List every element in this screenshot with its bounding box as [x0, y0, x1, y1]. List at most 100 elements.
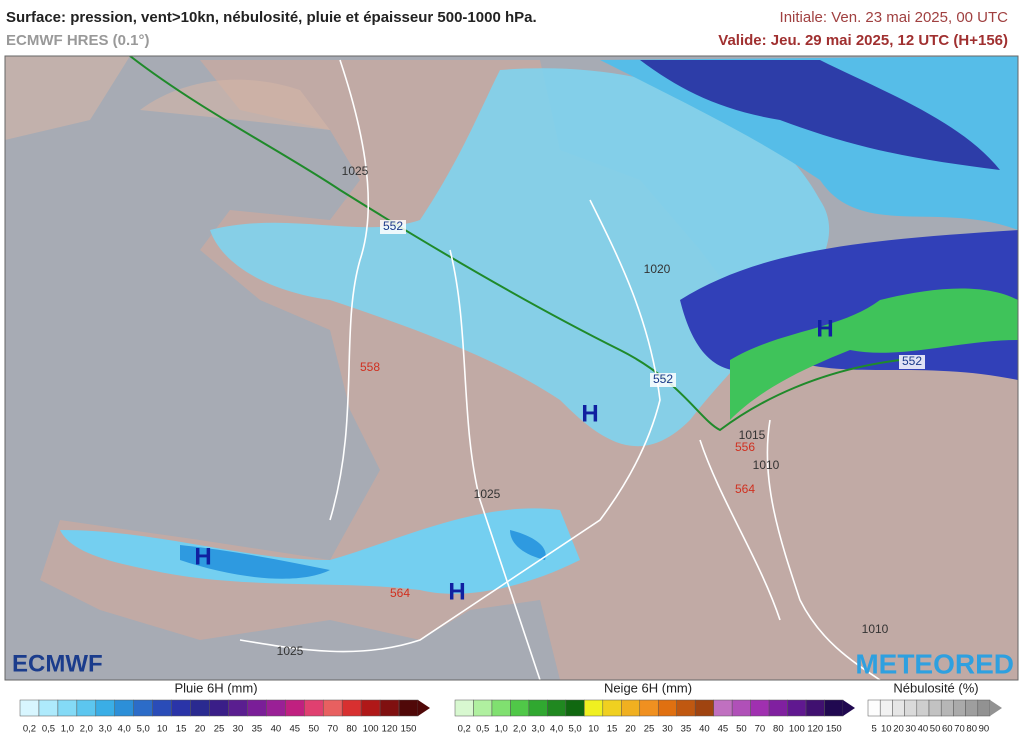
rain-legend-label: 5,0	[137, 724, 150, 735]
snow-legend-label: 150	[826, 724, 842, 735]
label-box	[650, 373, 676, 387]
logo-ecmwf: ECMWF	[12, 650, 103, 677]
contour-label: 1025	[277, 644, 304, 658]
cloud-legend-label: 40	[918, 724, 929, 735]
snow-legend-label: 70	[755, 724, 766, 735]
rain-swatch	[304, 699, 324, 717]
rain-legend-label: 35	[252, 724, 263, 735]
rain-legend-label: 30	[233, 724, 244, 735]
cloud-swatch	[928, 699, 942, 717]
contour-label: 564	[390, 586, 410, 600]
cloud-legend-label: 70	[954, 724, 965, 735]
cloud-swatch	[953, 699, 966, 717]
contour-label: 1025	[474, 487, 501, 501]
cloud-legend-label: 90	[979, 724, 990, 735]
rain-swatch	[341, 699, 362, 717]
rain-legend-label: 1,0	[61, 724, 74, 735]
contour-label: 564	[735, 482, 755, 496]
contour-label: 1025	[342, 164, 369, 178]
rain-legend-label: 20	[195, 724, 206, 735]
high-pressure: H	[581, 400, 598, 427]
rain-legend-label: 3,0	[99, 724, 112, 735]
snow-swatch	[639, 699, 659, 717]
label-box	[899, 355, 925, 369]
snow-legend-label: 3,0	[532, 724, 545, 735]
snow-swatch	[713, 699, 733, 717]
cloud-legend-label: 50	[930, 724, 941, 735]
contour-label: 1010	[862, 622, 889, 636]
snow-legend-label: 40	[699, 724, 710, 735]
contour-label: 552	[383, 219, 403, 233]
map	[4, 55, 1019, 681]
contour-label: 552	[902, 354, 922, 368]
snow-swatch	[824, 699, 844, 717]
rain-swatch	[152, 699, 172, 717]
rain-legend-label: 0,2	[23, 724, 36, 735]
snow-swatch	[547, 699, 567, 717]
rain-swatch	[398, 699, 419, 717]
high-pressure: H	[448, 578, 465, 605]
rain-swatch	[19, 699, 40, 717]
snow-legend-label: 80	[773, 724, 784, 735]
rain-legend-label: 120	[382, 724, 398, 735]
logo-meteored: METEORED	[855, 648, 1014, 679]
cloud-swatch	[977, 699, 991, 717]
rain-swatch	[114, 699, 134, 717]
snow-legend-label: 120	[807, 724, 823, 735]
rain-swatch	[133, 699, 153, 717]
cloud-swatch	[879, 699, 893, 717]
snow-swatch	[584, 699, 604, 717]
legend-arrow	[990, 700, 1002, 716]
cloud-legend-label: 80	[966, 724, 977, 735]
cloud-swatch	[904, 699, 918, 717]
model: ECMWF HRES (0.1°)	[6, 32, 150, 49]
snow-legend-label: 4,0	[550, 724, 563, 735]
snow-swatch	[805, 699, 825, 717]
rain-swatch	[209, 699, 229, 717]
map-frame	[4, 55, 1019, 681]
rain-legend-label: 25	[214, 724, 225, 735]
snow-swatch	[528, 699, 548, 717]
snow-swatch	[694, 699, 714, 717]
snow-legend-label: 2,0	[513, 724, 526, 735]
cloud-legend-label: 5	[871, 724, 876, 735]
label-box	[380, 220, 406, 234]
rain-swatch	[95, 699, 116, 717]
init-time: Initiale: Ven. 23 mai 2025, 00 UTC	[780, 9, 1009, 26]
rain-legend-label: 100	[363, 724, 379, 735]
snow-legend-label: 45	[718, 724, 729, 735]
snow-swatch	[731, 699, 751, 717]
rain-legend-label: 150	[401, 724, 417, 735]
rain-swatch	[360, 699, 381, 717]
contour-label: 1015	[739, 428, 766, 442]
snow-legend-label: 0,2	[458, 724, 471, 735]
snow-swatch	[750, 699, 770, 717]
contour-label: 556	[735, 440, 755, 454]
rain-swatch	[38, 699, 59, 717]
snow-swatch	[565, 699, 585, 717]
rain-legend-label: 2,0	[80, 724, 93, 735]
snow-legend-label: 30	[662, 724, 673, 735]
snow-swatch	[602, 699, 622, 717]
snow-swatch	[768, 699, 788, 717]
snow-legend-label: 5,0	[568, 724, 581, 735]
snow-legend-label: 1,0	[495, 724, 508, 735]
snow-swatch	[454, 699, 474, 717]
rain-swatch	[171, 699, 191, 717]
rain-swatch	[57, 699, 78, 717]
snow-swatch	[657, 699, 677, 717]
snow-swatch	[491, 699, 511, 717]
title: Surface: pression, vent>10kn, nébulosité…	[6, 9, 537, 26]
rain-legend-label: 4,0	[118, 724, 131, 735]
contour-label: 1010	[753, 458, 780, 472]
cloud-legend-label: 20	[893, 724, 904, 735]
snow-swatch	[787, 699, 807, 717]
snow-legend-label: 15	[607, 724, 618, 735]
snow-legend-label: 25	[644, 724, 655, 735]
rain-swatch	[228, 699, 248, 717]
valid-time: Valide: Jeu. 29 mai 2025, 12 UTC (H+156)	[718, 32, 1008, 49]
snow-legend-label: 20	[625, 724, 636, 735]
cloud-legend-label: 30	[905, 724, 916, 735]
rain-legend-label: 0,5	[42, 724, 55, 735]
contour-label: 1020	[644, 262, 671, 276]
